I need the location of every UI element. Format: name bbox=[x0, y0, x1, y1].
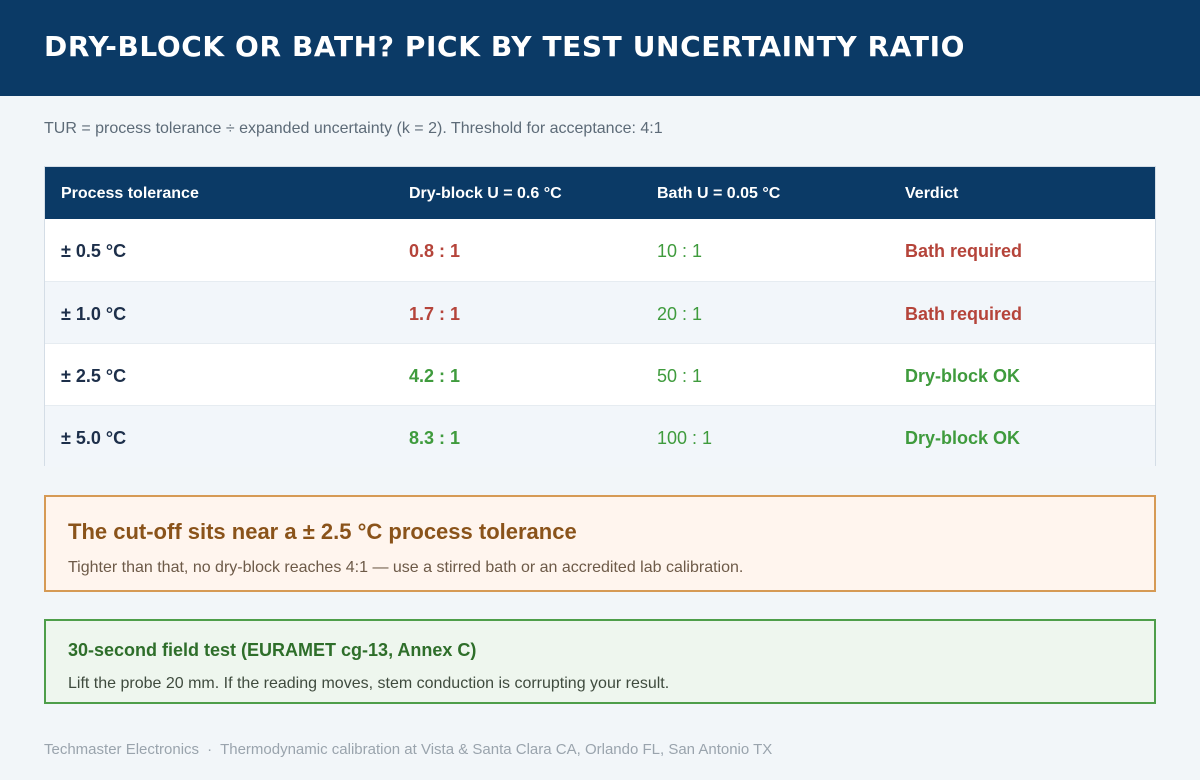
page-header: Dry-block or bath? Pick by test uncertai… bbox=[0, 0, 1200, 96]
column-header-tolerance: Process tolerance bbox=[61, 185, 199, 202]
bath-tur-cell: 10 : 1 bbox=[657, 241, 703, 261]
verdict-cell: Bath required bbox=[905, 241, 1023, 261]
table-row: ± 1.0 °C 1.7 : 1 20 : 1 Bath required bbox=[45, 281, 1155, 343]
tolerance-cell: ± 5.0 °C bbox=[61, 428, 127, 448]
field-test-title: 30-second field test (EURAMET cg-13, Ann… bbox=[68, 640, 477, 660]
field-test-text: Lift the probe 20 mm. If the reading mov… bbox=[68, 675, 670, 692]
dry-block-tur-cell: 8.3 : 1 bbox=[409, 428, 461, 448]
callout-text: Tighter than that, no dry-block reaches … bbox=[68, 559, 744, 576]
tolerance-cell: ± 2.5 °C bbox=[61, 366, 127, 386]
column-header-bath: Bath U = 0.05 °C bbox=[657, 185, 781, 202]
tolerance-cell: ± 1.0 °C bbox=[61, 304, 127, 324]
column-header-verdict: Verdict bbox=[905, 185, 959, 202]
page-title: Dry-block or bath? Pick by test uncertai… bbox=[44, 30, 966, 63]
bath-tur-cell: 20 : 1 bbox=[657, 304, 703, 324]
callout-title: The cut-off sits near a ± 2.5 °C process… bbox=[68, 519, 577, 544]
tur-table: Process tolerance Dry-block U = 0.6 °C B… bbox=[44, 166, 1156, 467]
table-row: ± 0.5 °C 0.8 : 1 10 : 1 Bath required bbox=[45, 219, 1155, 281]
footer-locations: Thermodynamic calibration at Vista & San… bbox=[220, 741, 773, 758]
tur-formula: TUR = process tolerance ÷ expanded uncer… bbox=[44, 120, 663, 137]
column-header-dry-block: Dry-block U = 0.6 °C bbox=[409, 185, 562, 202]
bath-tur-cell: 50 : 1 bbox=[657, 366, 703, 386]
footer-separator: · bbox=[207, 741, 213, 758]
dry-block-tur-cell: 4.2 : 1 bbox=[409, 366, 461, 386]
cutoff-callout: The cut-off sits near a ± 2.5 °C process… bbox=[44, 495, 1156, 592]
verdict-cell: Dry-block OK bbox=[905, 366, 1021, 386]
tolerance-cell: ± 0.5 °C bbox=[61, 241, 127, 261]
field-test-box: 30-second field test (EURAMET cg-13, Ann… bbox=[44, 619, 1156, 704]
bath-tur-cell: 100 : 1 bbox=[657, 428, 713, 448]
footer-company: Techmaster Electronics bbox=[44, 741, 200, 758]
footer: Techmaster Electronics · Thermodynamic cal… bbox=[44, 741, 772, 758]
table-header: Process tolerance Dry-block U = 0.6 °C B… bbox=[45, 167, 1155, 219]
verdict-cell: Dry-block OK bbox=[905, 428, 1021, 448]
verdict-cell: Bath required bbox=[905, 304, 1023, 324]
table-row: ± 5.0 °C 8.3 : 1 100 : 1 Dry-block OK bbox=[45, 405, 1155, 467]
dry-block-tur-cell: 0.8 : 1 bbox=[409, 241, 461, 261]
table-row: ± 2.5 °C 4.2 : 1 50 : 1 Dry-block OK bbox=[45, 343, 1155, 405]
dry-block-tur-cell: 1.7 : 1 bbox=[409, 304, 461, 324]
